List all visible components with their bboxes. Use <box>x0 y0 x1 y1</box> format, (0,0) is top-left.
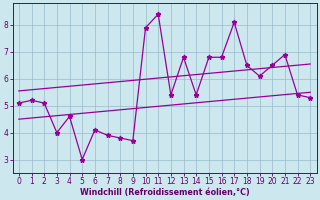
X-axis label: Windchill (Refroidissement éolien,°C): Windchill (Refroidissement éolien,°C) <box>80 188 249 197</box>
